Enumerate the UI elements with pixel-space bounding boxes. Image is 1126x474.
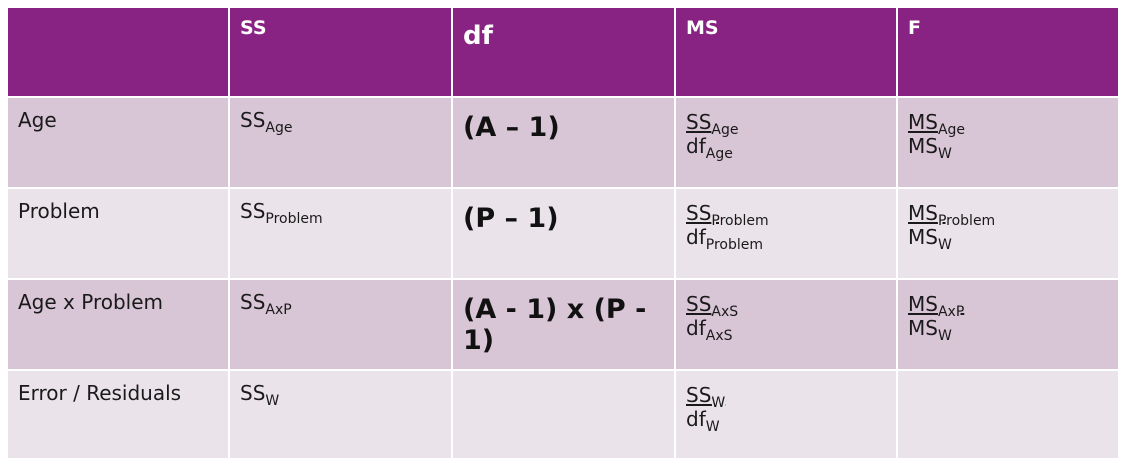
ms-numerator: SSW bbox=[686, 383, 726, 411]
f-denominator: MSW bbox=[908, 134, 952, 162]
table-row-age: Age SSAge (A – 1) SSAge dfAge MSAge MSW bbox=[6, 96, 1120, 189]
source-cell: Age x Problem bbox=[6, 278, 230, 371]
source-label: Age bbox=[18, 108, 57, 132]
ms-cell: SSW dfW bbox=[674, 369, 898, 460]
f-fraction: MSAxP MSW bbox=[898, 280, 965, 344]
f-denominator: MSW bbox=[908, 225, 952, 253]
table-row-error: Error / Residuals SSW SSW dfW bbox=[6, 369, 1120, 460]
header-ms-cell: MS bbox=[674, 6, 898, 98]
ss-term: SSAxP bbox=[240, 290, 292, 318]
f-cell: MSProblem MSW bbox=[896, 187, 1120, 280]
header-ms-label: MS bbox=[686, 17, 719, 39]
source-cell: Error / Residuals bbox=[6, 369, 230, 460]
ms-denominator: dfProblem bbox=[686, 225, 763, 253]
header-ss-cell: SS bbox=[228, 6, 453, 98]
ms-fraction: SSAxS dfAxS bbox=[676, 280, 739, 344]
ss-cell: SSW bbox=[228, 369, 453, 460]
source-label: Age x Problem bbox=[18, 290, 163, 314]
f-cell-empty bbox=[896, 369, 1120, 460]
df-formula: (A – 1) bbox=[463, 112, 560, 143]
ms-cell: SSAge dfAge bbox=[674, 96, 898, 189]
df-formula bbox=[453, 371, 674, 385]
ss-cell: SSAge bbox=[228, 96, 453, 189]
f-fraction: MSAge MSW bbox=[898, 98, 966, 162]
source-label: Problem bbox=[18, 199, 100, 223]
ss-cell: SSAxP bbox=[228, 278, 453, 371]
ms-fraction: SSW dfW bbox=[676, 371, 726, 435]
table-row-problem: Problem SSProblem (P – 1) SSProblem dfPr… bbox=[6, 187, 1120, 280]
anova-table: SS df MS F Age SSAge (A – 1) SSAge dfAge… bbox=[6, 6, 1120, 460]
f-cell: MSAge MSW bbox=[896, 96, 1120, 189]
table-row-interaction: Age x Problem SSAxP (A - 1) x (P - 1) SS… bbox=[6, 278, 1120, 371]
df-formula: (A - 1) x (P - 1) bbox=[463, 294, 647, 356]
header-f-label: F bbox=[908, 17, 921, 39]
ms-cell: SSProblem dfProblem bbox=[674, 187, 898, 280]
ms-cell: SSAxS dfAxS bbox=[674, 278, 898, 371]
ss-term: SSAge bbox=[240, 108, 293, 136]
ms-fraction: SSAge dfAge bbox=[676, 98, 739, 162]
ms-fraction: SSProblem dfProblem bbox=[676, 189, 769, 253]
source-label: Error / Residuals bbox=[18, 381, 182, 405]
ss-cell: SSProblem bbox=[228, 187, 453, 280]
f-denominator: MSW bbox=[908, 316, 952, 344]
ms-numerator: SSProblem bbox=[686, 201, 769, 229]
source-cell: Problem bbox=[6, 187, 230, 280]
df-cell: (A - 1) x (P - 1) bbox=[451, 278, 676, 371]
ms-denominator: dfW bbox=[686, 407, 720, 435]
header-df-cell: df bbox=[451, 6, 676, 98]
header-ss-label: SS bbox=[240, 17, 267, 39]
f-numerator: MSProblem bbox=[908, 201, 996, 229]
df-formula: (P – 1) bbox=[463, 203, 559, 234]
f-numerator: MSAxP bbox=[908, 292, 965, 320]
ms-denominator: dfAge bbox=[686, 134, 733, 162]
df-cell bbox=[451, 369, 676, 460]
header-f-cell: F bbox=[896, 6, 1120, 98]
ms-numerator: SSAge bbox=[686, 110, 739, 138]
table-header-row: SS df MS F bbox=[6, 6, 1120, 98]
ss-term: SSProblem bbox=[240, 199, 323, 227]
ss-term: SSW bbox=[240, 381, 280, 409]
f-cell: MSAxP MSW bbox=[896, 278, 1120, 371]
f-numerator: MSAge bbox=[908, 110, 966, 138]
source-cell: Age bbox=[6, 96, 230, 189]
df-cell: (A – 1) bbox=[451, 96, 676, 189]
f-fraction: MSProblem MSW bbox=[898, 189, 996, 253]
df-cell: (P – 1) bbox=[451, 187, 676, 280]
ms-numerator: SSAxS bbox=[686, 292, 739, 320]
ms-denominator: dfAxS bbox=[686, 316, 733, 344]
header-df-label: df bbox=[463, 21, 493, 51]
header-source-cell bbox=[6, 6, 230, 98]
